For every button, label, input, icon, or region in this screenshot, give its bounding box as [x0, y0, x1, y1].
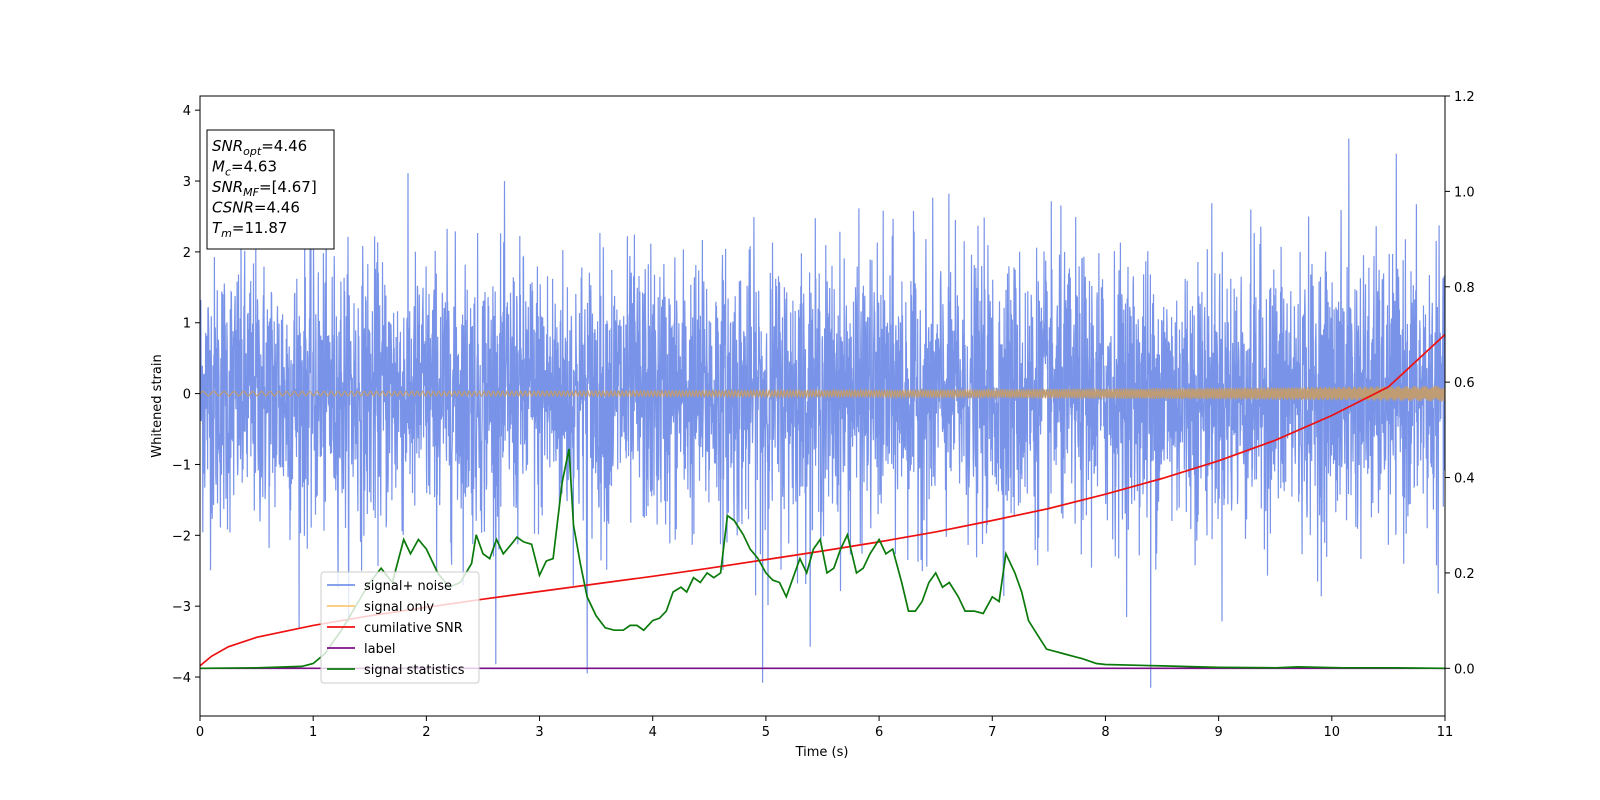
y-axis-right: 0.0 0.2 0.4 0.6 0.8 1.0 1.2 — [1445, 90, 1475, 677]
y2-tick-label: 1.2 — [1454, 90, 1475, 105]
legend-frame — [320, 571, 480, 684]
info-line: SNRMF=[4.67] — [212, 178, 317, 199]
y2-tick-label: 1.0 — [1454, 185, 1475, 200]
series-line-signal-statistics — [200, 448, 1445, 670]
series-line-signal-noise — [200, 138, 1445, 688]
y-tick-label: 3 — [183, 175, 191, 190]
y-axis-left: −4 −3 −2 −1 0 1 2 3 4 — [172, 104, 200, 686]
info-line: Mc=4.63 — [212, 158, 277, 179]
legend-entry: signal statistics — [364, 663, 465, 678]
legend-entry: label — [364, 642, 395, 657]
series-line-signal-only — [200, 385, 1445, 402]
x-tick-label: 10 — [1324, 725, 1341, 740]
x-tick-label: 7 — [988, 725, 996, 740]
x-axis: 0 1 2 3 4 5 6 7 8 9 10 11 — [196, 716, 1453, 740]
y-tick-label: −3 — [172, 600, 191, 615]
x-tick-label: 4 — [649, 725, 657, 740]
x-tick-label: 0 — [196, 725, 204, 740]
legend-entry: cumilative SNR — [364, 621, 463, 636]
legend-entry: signal only — [364, 600, 434, 615]
y-tick-label: 4 — [183, 104, 191, 119]
info-line: CSNR=4.46 — [212, 199, 300, 217]
y2-tick-label: 0.8 — [1454, 281, 1475, 296]
x-tick-label: 6 — [875, 725, 883, 740]
x-tick-label: 11 — [1437, 725, 1454, 740]
info-line: Tm=11.87 — [212, 219, 287, 240]
y-tick-label: −1 — [172, 458, 191, 473]
y-tick-label: 0 — [183, 388, 191, 403]
x-tick-label: 9 — [1214, 725, 1222, 740]
axes-frame — [199, 95, 1446, 717]
y2-tick-label: 0.0 — [1454, 662, 1475, 677]
y-tick-label: 1 — [183, 317, 191, 332]
x-axis-label: Time (s) — [795, 745, 849, 760]
y-axis-label: Whitened strain — [150, 354, 165, 457]
y2-tick-label: 0.2 — [1454, 567, 1475, 582]
x-tick-label: 2 — [422, 725, 430, 740]
y-tick-label: 2 — [183, 246, 191, 261]
x-tick-label: 3 — [535, 725, 543, 740]
info-line: SNRopt=4.46 — [212, 137, 307, 158]
legend-entry: signal+ noise — [364, 579, 452, 594]
series-line-cumilative-snr — [200, 333, 1445, 667]
x-tick-label: 1 — [309, 725, 317, 740]
info-box-frame — [206, 129, 335, 250]
y2-tick-label: 0.4 — [1454, 472, 1475, 487]
x-tick-label: 8 — [1101, 725, 1109, 740]
legend: signal+ noise signal only cumilative SNR la… — [320, 571, 480, 684]
y-tick-label: −4 — [172, 671, 191, 686]
y-tick-label: −2 — [172, 529, 191, 544]
x-tick-label: 5 — [762, 725, 770, 740]
y2-tick-label: 0.6 — [1454, 376, 1475, 391]
